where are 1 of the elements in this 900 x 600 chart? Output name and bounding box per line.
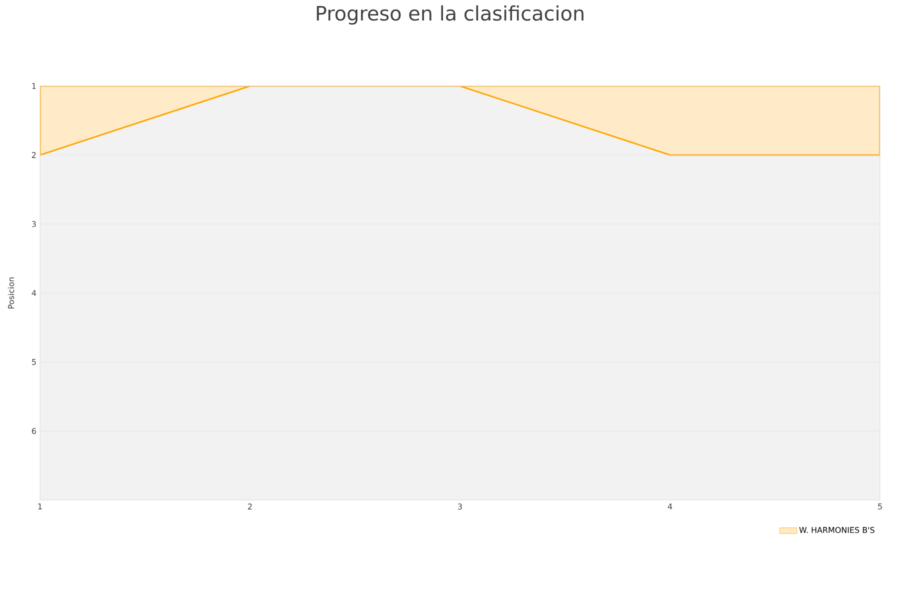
chart-title: Progreso en la clasificacion	[316, 5, 584, 25]
